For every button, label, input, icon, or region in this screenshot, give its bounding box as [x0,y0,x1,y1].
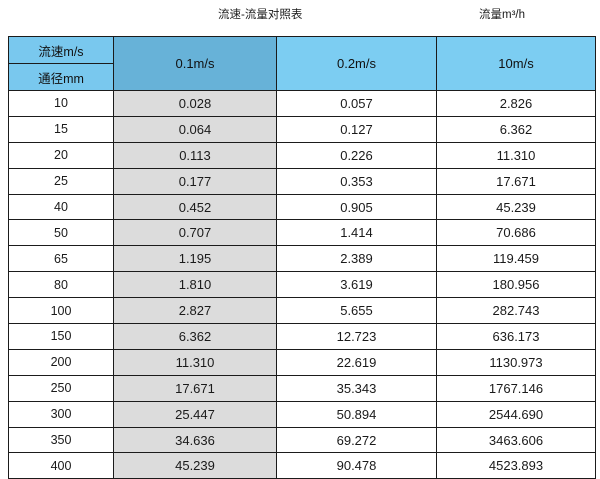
cell-flow-10ms: 17.671 [436,167,596,195]
cell-flow-0.1ms: 0.113 [113,141,277,169]
cell-flow-0.1ms: 1.810 [113,271,277,299]
table-row: 65 1.195 2.389 119.459 [8,245,596,273]
cell-diameter: 150 [8,323,114,350]
cell-flow-0.1ms: 0.177 [113,167,277,195]
cell-flow-0.1ms: 0.707 [113,219,277,247]
cell-flow-0.1ms: 0.064 [113,115,277,143]
cell-flow-0.2ms: 5.655 [276,297,437,325]
table-row: 20 0.113 0.226 11.310 [8,141,596,169]
cell-diameter: 65 [8,245,114,273]
cell-diameter: 300 [8,400,114,428]
table-row: 25 0.177 0.353 17.671 [8,167,596,195]
cell-flow-0.1ms: 6.362 [113,323,277,350]
header-corner-velocity-label: 流速m/s [8,36,114,64]
table-row: 40 0.452 0.905 45.239 [8,193,596,221]
cell-flow-0.1ms: 11.310 [113,348,277,376]
cell-flow-0.1ms: 34.636 [113,426,277,454]
cell-flow-0.2ms: 0.905 [276,193,437,221]
cell-flow-10ms: 2544.690 [436,400,596,428]
cell-flow-10ms: 180.956 [436,271,596,299]
cell-flow-10ms: 1130.973 [436,348,596,376]
cell-diameter: 100 [8,297,114,325]
table-row: 10 0.028 0.057 2.826 [8,90,596,117]
cell-flow-10ms: 636.173 [436,323,596,350]
cell-flow-10ms: 119.459 [436,245,596,273]
table-row: 300 25.447 50.894 2544.690 [8,400,596,428]
cell-diameter: 20 [8,141,114,169]
header-column-0.1ms: 0.1m/s [113,36,277,91]
cell-flow-10ms: 282.743 [436,297,596,325]
cell-flow-0.2ms: 0.057 [276,90,437,117]
cell-flow-0.2ms: 22.619 [276,348,437,376]
cell-flow-0.1ms: 0.452 [113,193,277,221]
cell-flow-0.1ms: 1.195 [113,245,277,273]
cell-flow-0.2ms: 35.343 [276,374,437,402]
table-row: 250 17.671 35.343 1767.146 [8,374,596,402]
header-column-10ms: 10m/s [436,36,596,91]
cell-diameter: 200 [8,348,114,376]
table-body: 10 0.028 0.057 2.826 15 0.064 0.127 6.36… [8,90,596,479]
cell-flow-10ms: 70.686 [436,219,596,247]
cell-diameter: 40 [8,193,114,221]
page-title: 流速-流量对照表 [218,9,303,21]
cell-flow-10ms: 11.310 [436,141,596,169]
cell-diameter: 350 [8,426,114,454]
unit-title: 流量m³/h [479,9,525,21]
cell-flow-0.1ms: 2.827 [113,297,277,325]
table-row: 200 11.310 22.619 1130.973 [8,348,596,376]
cell-flow-0.2ms: 50.894 [276,400,437,428]
header-column-0.2ms: 0.2m/s [276,36,437,91]
flow-velocity-table: 流速m/s 0.1m/s 0.2m/s 10m/s 通径mm 10 0.028 … [8,36,596,479]
cell-diameter: 50 [8,219,114,247]
cell-flow-0.2ms: 0.226 [276,141,437,169]
cell-flow-0.2ms: 0.353 [276,167,437,195]
cell-diameter: 25 [8,167,114,195]
table-header-row-bottom: 通径mm [8,63,596,91]
table-row: 100 2.827 5.655 282.743 [8,297,596,325]
cell-flow-0.2ms: 0.127 [276,115,437,143]
cell-flow-10ms: 1767.146 [436,374,596,402]
cell-flow-10ms: 2.826 [436,90,596,117]
cell-flow-10ms: 45.239 [436,193,596,221]
flow-table-container: 流速m/s 0.1m/s 0.2m/s 10m/s 通径mm 10 0.028 … [8,36,596,479]
cell-flow-0.2ms: 3.619 [276,271,437,299]
cell-flow-0.2ms: 12.723 [276,323,437,350]
cell-diameter: 15 [8,115,114,143]
cell-diameter: 80 [8,271,114,299]
caption-bar: 流速-流量对照表 流量m³/h [0,0,600,36]
table-header: 流速m/s 0.1m/s 0.2m/s 10m/s 通径mm [8,36,596,91]
cell-flow-0.1ms: 0.028 [113,90,277,117]
table-row: 15 0.064 0.127 6.362 [8,115,596,143]
cell-flow-10ms: 3463.606 [436,426,596,454]
table-row: 150 6.362 12.723 636.173 [8,323,596,350]
cell-flow-0.1ms: 17.671 [113,374,277,402]
cell-flow-0.1ms: 25.447 [113,400,277,428]
cell-diameter: 250 [8,374,114,402]
cell-flow-10ms: 6.362 [436,115,596,143]
cell-flow-0.2ms: 69.272 [276,426,437,454]
table-row: 50 0.707 1.414 70.686 [8,219,596,247]
table-row: 80 1.810 3.619 180.956 [8,271,596,299]
header-corner-diameter-label: 通径mm [8,63,114,91]
table-header-row-top: 流速m/s 0.1m/s 0.2m/s 10m/s [8,36,596,91]
cell-diameter: 10 [8,90,114,117]
cell-flow-0.2ms: 1.414 [276,219,437,247]
cell-flow-0.2ms: 2.389 [276,245,437,273]
table-row: 350 34.636 69.272 3463.606 [8,426,596,454]
